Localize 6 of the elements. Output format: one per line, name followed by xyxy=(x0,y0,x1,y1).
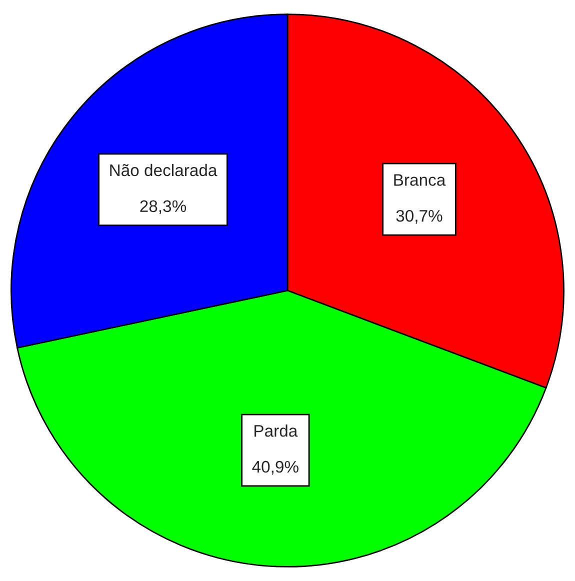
slice-label: Parda xyxy=(254,424,298,437)
slice-label: Não declarada xyxy=(110,164,218,176)
data-label: 30,7% xyxy=(396,210,442,224)
data-label: 28,3% xyxy=(140,200,186,214)
data-label: 40,9% xyxy=(252,460,298,475)
slice-label: Branca xyxy=(394,174,446,186)
